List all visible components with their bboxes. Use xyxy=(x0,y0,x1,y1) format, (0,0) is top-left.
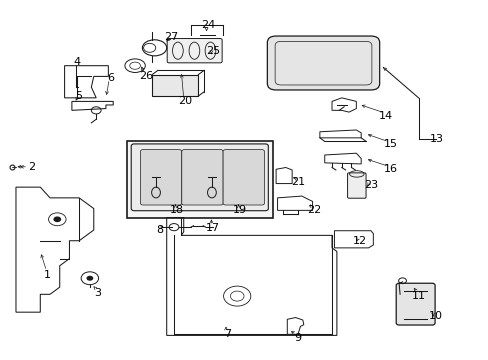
Text: 16: 16 xyxy=(383,164,397,174)
Text: 22: 22 xyxy=(306,205,321,215)
Circle shape xyxy=(86,276,93,281)
Text: 25: 25 xyxy=(205,46,220,57)
Bar xyxy=(126,141,272,217)
Text: 15: 15 xyxy=(383,139,397,149)
Text: 21: 21 xyxy=(290,177,305,187)
FancyBboxPatch shape xyxy=(131,144,268,211)
Text: 14: 14 xyxy=(378,111,392,121)
Text: 6: 6 xyxy=(107,73,114,83)
Text: 23: 23 xyxy=(363,180,377,190)
Text: 7: 7 xyxy=(224,329,230,339)
Text: 20: 20 xyxy=(178,96,192,107)
Text: 17: 17 xyxy=(205,223,220,233)
Text: 18: 18 xyxy=(169,205,183,215)
FancyBboxPatch shape xyxy=(267,36,379,90)
Text: 26: 26 xyxy=(139,71,153,81)
FancyBboxPatch shape xyxy=(182,150,223,205)
Text: 24: 24 xyxy=(201,19,215,30)
FancyBboxPatch shape xyxy=(223,150,264,205)
Circle shape xyxy=(53,216,61,222)
Text: 2: 2 xyxy=(28,162,35,172)
Text: 9: 9 xyxy=(294,333,301,343)
Text: 5: 5 xyxy=(76,91,82,101)
Text: 27: 27 xyxy=(164,32,178,42)
Text: 13: 13 xyxy=(428,134,443,144)
FancyBboxPatch shape xyxy=(395,283,434,325)
Text: 19: 19 xyxy=(232,205,246,215)
FancyBboxPatch shape xyxy=(347,173,366,198)
Text: 11: 11 xyxy=(411,291,425,301)
Text: 8: 8 xyxy=(156,225,163,235)
Text: 4: 4 xyxy=(73,57,80,67)
Text: 3: 3 xyxy=(94,288,101,297)
FancyBboxPatch shape xyxy=(140,150,182,205)
FancyBboxPatch shape xyxy=(152,75,198,96)
Text: 1: 1 xyxy=(44,270,51,280)
FancyBboxPatch shape xyxy=(167,39,222,63)
Text: 12: 12 xyxy=(352,236,366,246)
Text: 10: 10 xyxy=(427,311,442,321)
